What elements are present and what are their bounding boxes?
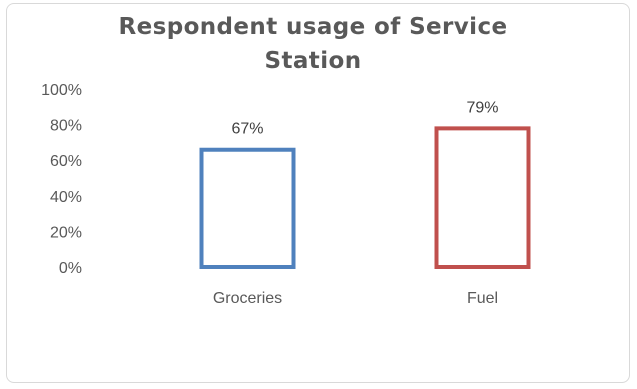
y-tick-label: 0% [59, 260, 82, 277]
y-axis: 0% 20% 40% 60% 80% 100% [41, 82, 82, 277]
bar-fuel [434, 126, 531, 269]
y-tick-label: 60% [50, 153, 82, 170]
y-tick-label: 40% [50, 189, 82, 206]
x-tick-label-fuel: Fuel [467, 290, 498, 307]
y-tick-label: 100% [41, 82, 82, 99]
data-label-fuel: 79% [466, 99, 498, 116]
y-tick-label: 80% [50, 118, 82, 135]
y-tick-label: 20% [50, 224, 82, 241]
data-label-groceries: 67% [231, 121, 263, 138]
bar-groceries [199, 147, 296, 270]
x-tick-label-groceries: Groceries [213, 290, 282, 307]
x-axis: Groceries Fuel [213, 290, 498, 307]
bars: 67% 79% [199, 99, 531, 270]
chart-title: Respondent usage of Service Station [118, 14, 508, 74]
